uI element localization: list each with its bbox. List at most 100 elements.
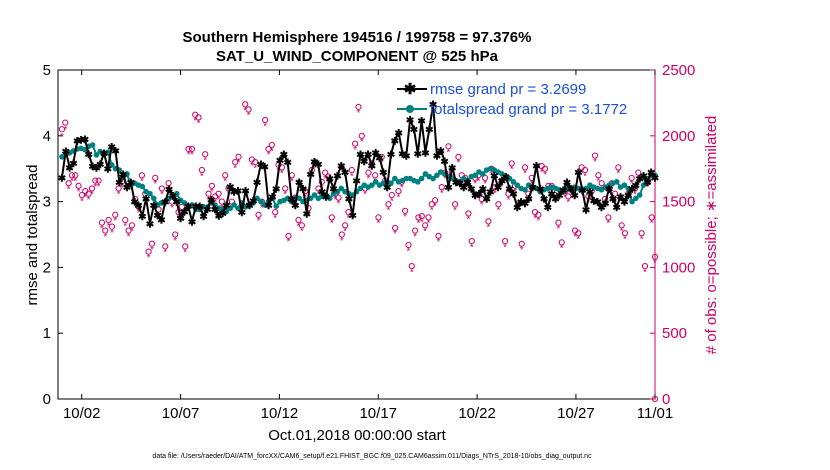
obs-possible-marker <box>618 222 625 229</box>
chart-title-line2: SAT_U_WIND_COMPONENT @ 525 hPa <box>216 48 499 65</box>
obs-possible-marker <box>518 240 525 247</box>
obs-possible-marker <box>128 222 136 229</box>
spread-point <box>93 152 100 158</box>
obs-assimilated-marker: * <box>643 267 647 278</box>
obs-possible-marker <box>358 132 365 139</box>
rmse-point: ✱ <box>318 188 327 199</box>
rmse-point: ✱ <box>502 173 511 184</box>
rmse-point: ✱ <box>551 194 560 205</box>
x-tick-label: 11/01 <box>637 405 673 422</box>
obs-assimilated-marker: * <box>640 234 644 245</box>
rmse-point: ✱ <box>528 183 537 194</box>
obs-possible-marker <box>611 190 619 197</box>
obs-possible-marker <box>195 114 202 121</box>
rmse-point: ✱ <box>513 203 522 214</box>
obs-assimilated-marker: * <box>506 195 510 206</box>
obs-assimilated-marker: * <box>546 187 550 198</box>
obs-assimilated-marker: * <box>360 137 364 148</box>
obs-possible-marker <box>178 203 185 210</box>
obs-possible-marker <box>165 180 172 187</box>
obs-possible-marker <box>115 185 122 192</box>
rmse-point: ✱ <box>475 190 484 201</box>
obs-assimilated-marker: * <box>93 182 97 193</box>
obs-assimilated-marker: * <box>310 171 314 182</box>
obs-assimilated-marker: * <box>123 221 127 232</box>
spread-point <box>629 198 635 205</box>
obs-possible-marker <box>152 174 159 182</box>
obs-possible-marker <box>485 218 492 225</box>
obs-possible-marker <box>558 239 565 246</box>
obs-possible-marker <box>348 166 355 174</box>
rmse-point: ✱ <box>505 184 514 195</box>
rmse-point: ✱ <box>77 136 86 147</box>
rmse-point: ✱ <box>459 183 468 194</box>
rmse-point: ✱ <box>142 194 151 205</box>
obs-possible-marker <box>555 219 562 226</box>
obs-assimilated-marker: * <box>560 244 564 255</box>
obs-assimilated-marker: * <box>570 190 574 201</box>
obs-assimilated-marker: * <box>520 245 524 256</box>
rmse-point: ✱ <box>425 125 434 136</box>
rmse-point: ✱ <box>161 198 170 209</box>
x-tick-label: 10/27 <box>557 405 595 422</box>
obs-assimilated-marker: * <box>307 209 311 220</box>
rmse-point: ✱ <box>130 198 139 209</box>
obs-assimilated-marker: * <box>223 177 227 188</box>
rmse-point: ✱ <box>567 184 576 195</box>
obs-assimilated-marker: * <box>630 179 634 190</box>
obs-assimilated-marker: * <box>300 227 304 238</box>
obs-assimilated-marker: * <box>330 219 334 230</box>
obs-assimilated-marker: * <box>357 108 361 119</box>
spread-point <box>583 185 589 192</box>
rmse-point: ✱ <box>379 168 388 179</box>
obs-possible-marker <box>595 172 602 179</box>
spread-point <box>189 202 195 208</box>
rmse-point: ✱ <box>138 212 147 223</box>
rmse-point: ✱ <box>238 208 247 219</box>
rmse-point: ✱ <box>261 163 270 174</box>
obs-possible-marker <box>535 211 542 218</box>
y-right-tick-label: 0 <box>662 391 670 408</box>
rmse-point: ✱ <box>414 150 423 161</box>
obs-assimilated-marker: * <box>353 145 357 156</box>
plot-area <box>57 69 656 400</box>
rmse-point: ✱ <box>452 178 461 189</box>
obs-assimilated-marker: * <box>127 232 131 243</box>
spread-point <box>434 172 440 179</box>
obs-assimilated-marker: * <box>573 232 577 243</box>
legend: ✱ rmse grand pr = 3.2699 totalspread gra… <box>397 81 627 118</box>
obs-possible-marker <box>412 227 419 234</box>
obs-assimilated-marker: * <box>470 242 474 253</box>
obs-possible-marker <box>425 214 432 221</box>
obs-possible-marker <box>335 194 342 201</box>
rmse-point: ✱ <box>597 203 606 214</box>
spread-point <box>273 203 280 210</box>
obs-possible-marker <box>182 243 189 250</box>
obs-possible-marker <box>105 216 112 224</box>
rmse-point: ✱ <box>100 149 109 160</box>
obs-possible-marker <box>451 201 459 208</box>
rmse-point: ✱ <box>165 185 174 196</box>
rmse-point: ✱ <box>349 211 358 222</box>
rmse-point: ✱ <box>333 171 342 182</box>
rmse-point: ✱ <box>295 178 304 189</box>
rmse-point: ✱ <box>257 160 266 171</box>
obs-assimilated-marker: * <box>387 205 391 216</box>
rmse-point: ✱ <box>276 156 285 167</box>
obs-possible-marker <box>435 232 442 239</box>
obs-assimilated-marker: * <box>243 105 247 116</box>
rmse-point: ✱ <box>188 217 197 228</box>
spread-point <box>640 182 647 188</box>
obs-assimilated-marker: * <box>117 190 121 201</box>
legend-rmse-marker: ✱ <box>404 81 417 98</box>
obs-assimilated-marker: * <box>87 195 91 206</box>
rmse-point: ✱ <box>222 201 231 212</box>
obs-possible-marker <box>355 103 362 110</box>
spread-point <box>418 175 425 182</box>
obs-assimilated-marker: * <box>430 205 434 216</box>
rmse-point: ✱ <box>490 171 499 182</box>
obs-assimilated-marker: * <box>197 119 201 130</box>
rmse-point: ✱ <box>525 194 534 205</box>
spread-point <box>124 171 130 177</box>
y-right-tick-label: 1500 <box>662 194 695 211</box>
